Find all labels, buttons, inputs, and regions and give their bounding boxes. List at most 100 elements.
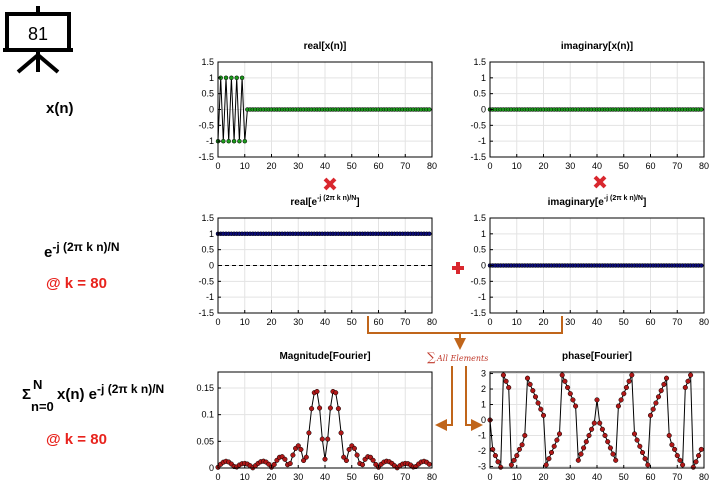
y-tick-label: -1.5 (470, 152, 486, 162)
data-point (519, 442, 525, 448)
data-point (666, 432, 672, 439)
data-point (682, 384, 688, 391)
data-point (538, 406, 544, 412)
x-tick-label: 70 (400, 317, 410, 327)
chart-title-end: ] (356, 197, 359, 208)
data-point (530, 388, 536, 394)
row3-expr-exp: -j (2π k n)/N (97, 382, 165, 396)
x-tick-label: 10 (240, 317, 250, 327)
data-point (556, 431, 563, 437)
data-point (427, 231, 432, 237)
x-tick-label: 60 (645, 472, 655, 482)
data-point (642, 456, 648, 462)
data-point (618, 397, 624, 403)
data-point (532, 394, 539, 400)
plus-icon (452, 262, 464, 274)
x-tick-label: 10 (512, 317, 522, 327)
data-point (341, 454, 347, 460)
data-point (503, 378, 509, 384)
data-point (359, 462, 366, 468)
data-point (535, 400, 541, 406)
x-tick-label: 40 (592, 161, 602, 171)
y-tick-label: 3 (481, 369, 486, 379)
multiply-icon (323, 177, 337, 191)
data-point (570, 397, 576, 403)
y-tick-label: 0.5 (473, 245, 486, 255)
data-point (610, 451, 616, 457)
data-point (303, 454, 309, 460)
data-point (613, 457, 619, 463)
chart-title: imaginary[e-j (2π k n)/N] (548, 195, 647, 208)
data-point (626, 378, 632, 384)
data-point (548, 449, 555, 456)
data-point (524, 375, 531, 381)
sigma-top: N (33, 377, 43, 392)
data-point (554, 437, 560, 443)
x-tick-label: 10 (512, 472, 522, 482)
data-point (688, 372, 694, 378)
data-point (669, 442, 675, 448)
chart-title: phase[Fourier] (562, 351, 632, 362)
x-tick-label: 0 (487, 161, 492, 171)
y-tick-label: 0.5 (201, 89, 214, 99)
y-tick-label: -1 (478, 430, 486, 440)
y-tick-label: 0 (481, 105, 486, 115)
data-point (287, 460, 293, 467)
chart-magnitude: 0 10 20 30 40 50 60 70 80 0 0.05 0.1 0.15 Magnitude[F… (196, 351, 437, 482)
x-tick-label: 80 (427, 472, 437, 482)
x-tick-label: 70 (400, 161, 410, 171)
data-point (594, 397, 600, 403)
data-point (615, 403, 621, 409)
x-tick-label: 50 (619, 472, 629, 482)
y-tick-label: 0 (209, 463, 214, 473)
data-point (672, 446, 678, 452)
y-tick-label: -3 (478, 461, 486, 471)
y-tick-label: -1.5 (198, 152, 214, 162)
x-tick-label: 50 (619, 317, 629, 327)
x-tick-label: 40 (592, 472, 602, 482)
x-tick-label: 40 (320, 317, 330, 327)
y-tick-label: 1 (481, 229, 486, 239)
x-tick-label: 30 (565, 161, 575, 171)
chart-title-exp: -j (2π k n)/N (604, 195, 643, 202)
x-tick-label: 70 (400, 472, 410, 482)
x-tick-label: 0 (215, 161, 220, 171)
data-point (698, 446, 704, 452)
x-tick-label: 70 (672, 472, 682, 482)
data-point (306, 430, 312, 436)
data-point (351, 445, 357, 451)
x-tick-label: 20 (266, 317, 276, 327)
y-tick-label: -1 (206, 136, 214, 146)
sigma-symbol: Σ (22, 386, 32, 403)
data-point (338, 430, 344, 436)
data-point (621, 391, 627, 397)
data-point (237, 138, 242, 144)
data-point (567, 391, 573, 397)
y-tick-label: 0.5 (473, 89, 486, 99)
y-tick-label: 1 (481, 73, 486, 83)
data-point (674, 453, 680, 459)
data-point (540, 412, 547, 418)
data-point (506, 384, 512, 391)
row2-k-text: @ k = 80 (46, 275, 107, 292)
data-point (696, 453, 702, 459)
data-point (639, 449, 646, 456)
chart-imag-e: 0 10 20 30 40 50 60 70 80 -1.5 -1 -0.5 0 0.5 1 1.5 imagi… (470, 195, 709, 327)
y-tick-label: 1.5 (473, 57, 486, 67)
row3-expr: x(n) e (57, 386, 98, 403)
data-point (322, 456, 328, 462)
multiply-icon (593, 175, 607, 189)
data-point (527, 381, 533, 387)
data-point (546, 456, 552, 462)
row2-label: e-j (2π k n)/N (44, 240, 120, 261)
data-point (325, 436, 331, 442)
x-tick-label: 30 (293, 161, 303, 171)
data-point (634, 437, 640, 443)
y-tick-label: 1.5 (201, 57, 214, 67)
chart-phase: 0 10 20 30 40 50 60 70 80 -3 -2 -1 0 1 2 3 phase[Fourier… (478, 351, 709, 482)
data-point (516, 446, 522, 452)
data-point (370, 457, 376, 463)
chart-imag-x: 0 10 20 30 40 50 60 70 80 -1.5 -1 -0.5 0 0.5 1 1.5 imagi… (470, 41, 709, 171)
x-tick-label: 0 (215, 472, 220, 482)
